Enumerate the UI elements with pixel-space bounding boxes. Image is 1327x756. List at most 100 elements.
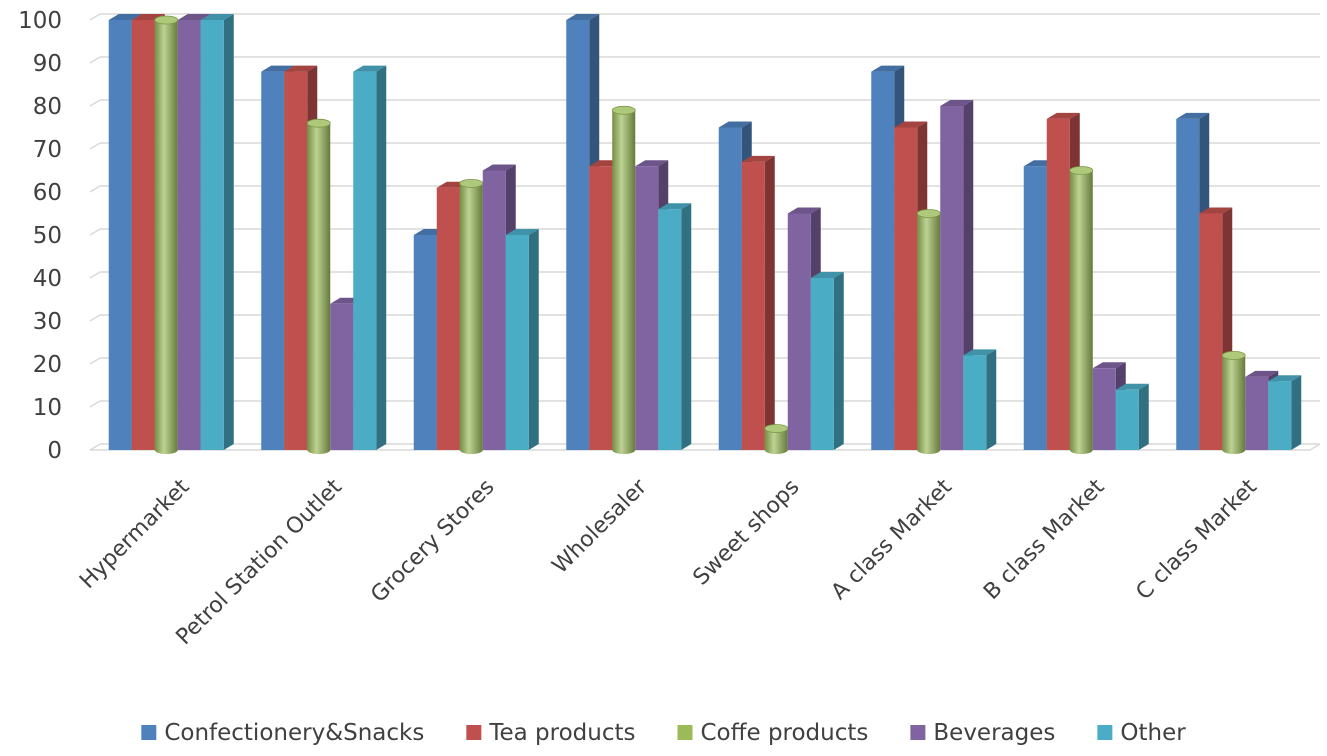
bar-front (658, 209, 682, 450)
bar-top (1069, 166, 1094, 175)
y-axis: 0 10 20 30 40 50 60 70 80 90 100 (18, 8, 62, 464)
bar-front (1245, 376, 1269, 450)
bar-top (353, 65, 387, 72)
bar-top (459, 178, 484, 188)
bar-top (658, 203, 692, 210)
gridline-side (89, 357, 101, 365)
bar-top (1268, 375, 1302, 382)
y-tick-label: 90 (33, 51, 62, 77)
gridline-side (89, 185, 101, 193)
bar (154, 15, 179, 454)
legend: Confectionery&Snacks Tea products Coffe pr… (141, 720, 1186, 746)
gridline-side (89, 228, 101, 236)
bar-top (1092, 362, 1126, 369)
bar-top (871, 65, 905, 72)
y-tick-label: 70 (33, 137, 62, 163)
legend-label: Tea products (488, 720, 635, 746)
y-tick-label: 30 (33, 309, 62, 335)
bar-front (810, 278, 834, 450)
bar-side (376, 65, 387, 450)
bar-side (833, 272, 844, 450)
bar-front (1092, 368, 1116, 450)
bar-top (1115, 383, 1149, 390)
bar-top (940, 100, 974, 106)
bar-top (810, 272, 844, 278)
bar-front (330, 303, 354, 450)
bar-front (284, 71, 308, 450)
bar-front (1268, 381, 1292, 450)
gridline-side (89, 56, 101, 64)
legend-item: Tea products (466, 720, 636, 746)
y-tick-label: 20 (33, 352, 62, 378)
y-tick-label: 100 (18, 8, 62, 34)
gridline-side (89, 13, 101, 21)
y-tick-label: 50 (33, 223, 62, 249)
gridline-side (89, 142, 101, 150)
legend-swatch (677, 725, 693, 740)
bar-front (566, 20, 590, 450)
bar-front (1046, 118, 1070, 451)
bar (810, 272, 844, 450)
x-tick-label: Sweet shops (689, 475, 805, 591)
bar-top (1221, 350, 1246, 360)
y-tick-label: 0 (47, 438, 62, 464)
bar-front (353, 71, 377, 450)
legend-label: Coffe products (701, 720, 869, 746)
legend-label: Beverages (933, 720, 1055, 746)
bar (764, 424, 789, 454)
bar-body (154, 20, 178, 454)
bar (1115, 383, 1149, 450)
bar-front (741, 161, 765, 450)
x-tick-label: A class Market (827, 474, 958, 605)
bar-top (894, 121, 928, 128)
y-tick-label: 10 (33, 395, 62, 421)
x-tick-label: Wholesaler (548, 474, 653, 579)
legend-item: Confectionery&Snacks (141, 720, 424, 746)
bar-body (307, 123, 331, 454)
bar-body (612, 110, 636, 455)
bar-side (681, 203, 692, 450)
bar-front (718, 127, 742, 450)
bar-front (177, 20, 201, 450)
x-tick-label: C class Market (1131, 474, 1262, 605)
bar-front (1115, 389, 1139, 450)
bar-top (284, 65, 318, 72)
bar (963, 349, 997, 450)
bar-front (108, 20, 132, 450)
bar-front (894, 127, 918, 450)
legend-swatch (910, 725, 926, 740)
bars (108, 14, 1302, 455)
bar (353, 65, 387, 450)
bar-front (871, 71, 895, 450)
bar-front (200, 20, 224, 450)
legend-item: Beverages (910, 720, 1055, 746)
bar-top (1199, 207, 1233, 214)
bar-top (963, 349, 997, 356)
gridline-side (89, 271, 101, 279)
bar (459, 178, 484, 454)
gridline-side (89, 400, 101, 408)
bar-body (459, 183, 483, 454)
bar-top (635, 160, 669, 167)
bar-top (200, 14, 234, 20)
bar-top (916, 209, 941, 218)
gridline-side (89, 99, 101, 107)
bar-front (589, 166, 613, 450)
gridline-side (89, 314, 101, 322)
bar (505, 229, 539, 450)
bar-body (1069, 170, 1093, 454)
bar (1221, 350, 1246, 454)
bar-front (413, 235, 437, 450)
bar-side (223, 14, 234, 450)
bar-body (917, 213, 941, 454)
bar (741, 155, 775, 450)
bar-front (436, 187, 460, 450)
legend-swatch (141, 725, 157, 740)
legend-item: Other (1097, 720, 1186, 746)
bar-top (482, 164, 516, 171)
bar-top (1245, 370, 1279, 377)
bar (1268, 375, 1302, 450)
bar-top (505, 229, 539, 235)
